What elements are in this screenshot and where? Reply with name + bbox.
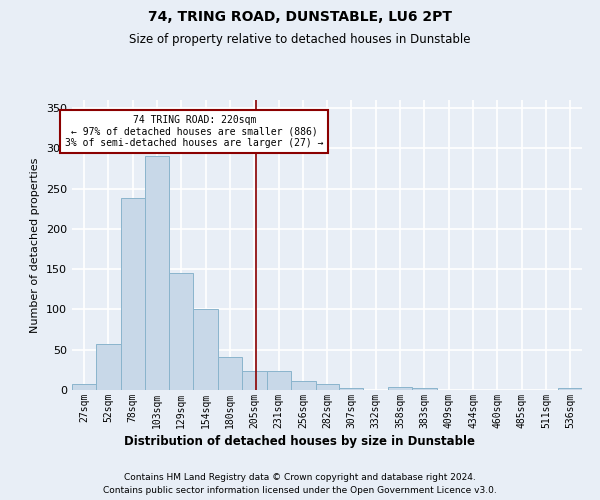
Bar	[558, 388, 582, 390]
Bar	[193, 310, 218, 390]
Y-axis label: Number of detached properties: Number of detached properties	[31, 158, 40, 332]
Bar	[121, 198, 145, 390]
Bar	[218, 357, 242, 390]
Bar	[316, 384, 340, 390]
Bar	[169, 273, 193, 390]
Text: Distribution of detached houses by size in Dunstable: Distribution of detached houses by size …	[125, 435, 476, 448]
Text: Contains HM Land Registry data © Crown copyright and database right 2024.: Contains HM Land Registry data © Crown c…	[124, 472, 476, 482]
Bar	[72, 384, 96, 390]
Bar	[96, 344, 121, 390]
Text: 74 TRING ROAD: 220sqm
← 97% of detached houses are smaller (886)
3% of semi-deta: 74 TRING ROAD: 220sqm ← 97% of detached …	[65, 114, 323, 148]
Text: 74, TRING ROAD, DUNSTABLE, LU6 2PT: 74, TRING ROAD, DUNSTABLE, LU6 2PT	[148, 10, 452, 24]
Bar	[267, 370, 291, 390]
Bar	[145, 156, 169, 390]
Text: Contains public sector information licensed under the Open Government Licence v3: Contains public sector information licen…	[103, 486, 497, 495]
Bar	[242, 370, 267, 390]
Bar	[291, 381, 316, 390]
Bar	[340, 388, 363, 390]
Bar	[388, 387, 412, 390]
Bar	[412, 388, 437, 390]
Text: Size of property relative to detached houses in Dunstable: Size of property relative to detached ho…	[129, 32, 471, 46]
